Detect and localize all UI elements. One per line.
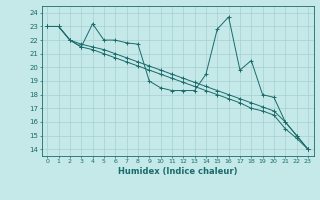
X-axis label: Humidex (Indice chaleur): Humidex (Indice chaleur) [118, 167, 237, 176]
